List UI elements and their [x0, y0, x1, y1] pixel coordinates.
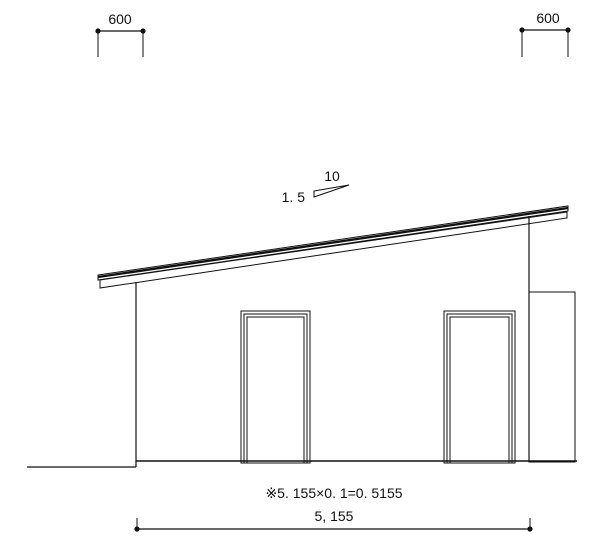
- dimension-top-right-label: 600: [536, 10, 560, 26]
- dimension-top-left: 600: [95, 11, 146, 57]
- ground-line: [27, 460, 577, 468]
- dimension-formula: ※5. 155×0. 1=0. 5155: [265, 485, 402, 501]
- dimension-bottom-label: 5, 155: [315, 508, 354, 524]
- dimension-top-left-label: 600: [108, 11, 132, 27]
- roof-pitch-rise: 10: [324, 168, 340, 184]
- dimension-bottom: 5, 155: [134, 508, 533, 532]
- roof: [97, 205, 569, 289]
- roof-pitch-symbol: 10 1. 5: [282, 168, 350, 205]
- door-left: [240, 310, 311, 464]
- roof-pitch-run: 1. 5: [282, 189, 306, 205]
- walls: [135, 216, 576, 463]
- door-right: [443, 310, 516, 464]
- dimension-top-right: 600: [519, 10, 571, 57]
